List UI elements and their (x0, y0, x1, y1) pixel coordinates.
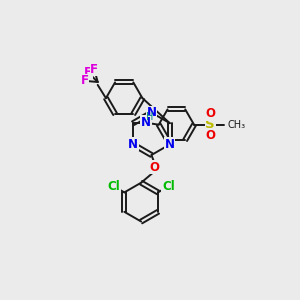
Text: Cl: Cl (107, 180, 120, 193)
Text: CH₃: CH₃ (227, 120, 245, 130)
Text: H: H (146, 112, 153, 122)
Text: O: O (205, 129, 215, 142)
Text: F: F (84, 66, 92, 79)
Text: N: N (146, 106, 157, 119)
Text: O: O (205, 107, 215, 120)
Text: S: S (206, 118, 215, 131)
Text: F: F (90, 63, 98, 76)
Text: N: N (141, 116, 151, 128)
Text: O: O (149, 161, 159, 174)
Text: F: F (80, 74, 88, 87)
Text: Cl: Cl (162, 180, 175, 193)
Text: N: N (128, 138, 138, 151)
Text: N: N (165, 138, 175, 151)
